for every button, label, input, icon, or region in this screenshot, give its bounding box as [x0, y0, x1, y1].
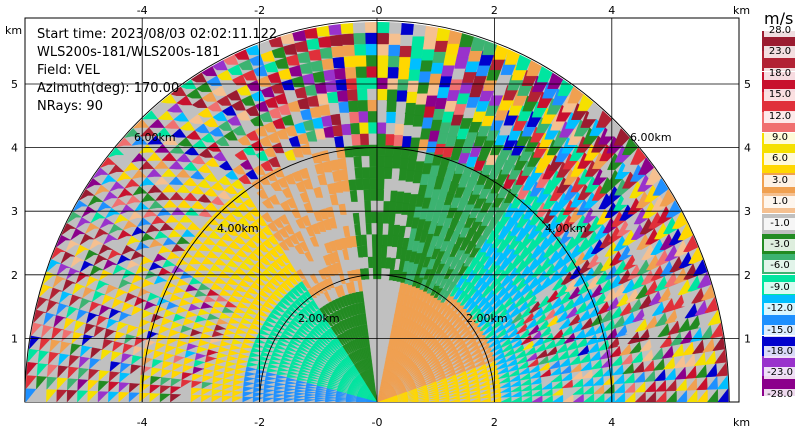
range-ring-label: 4.00km: [545, 222, 587, 235]
colorbar-label: 18.0: [764, 67, 796, 80]
grid-lines: [25, 18, 739, 402]
colorbar-label: 1.0: [764, 196, 796, 209]
axis-ticks: -4 -4 -2 -2 -0 -0 2 2 4 4 1 1 2 2 3 3 4 4 5 5 km km km: [5, 4, 751, 429]
colorbar-label: 15.0: [764, 89, 796, 102]
colorbar-label: 9.0: [764, 132, 796, 144]
x-tick-label: -2: [254, 4, 265, 17]
instrument-name: WLS200s-181/WLS200s-181: [37, 45, 221, 60]
x-tick-label: -0: [372, 4, 383, 17]
azimuth: Azimuth(deg): 170.00: [37, 81, 180, 96]
colorbar-label: -23.0: [764, 367, 796, 380]
x-tick-label: -4: [137, 416, 148, 429]
nrays: NRays: 90: [37, 99, 103, 114]
colorbar-label: -15.0: [764, 324, 796, 337]
y-tick-label: 3: [11, 205, 18, 218]
y-tick-label: 5: [744, 78, 751, 91]
colorbar-label: -28.0: [764, 388, 796, 401]
y-tick-label: 5: [11, 78, 18, 91]
y-tick-label: 1: [11, 332, 18, 345]
colorbar-label: -12.0: [764, 303, 796, 316]
colorbar-label: 28.0: [764, 25, 796, 37]
y-tick-label: 2: [744, 269, 751, 282]
colorbar-label: -1.0: [764, 217, 796, 230]
range-ring-label: 2.00km: [298, 312, 340, 325]
axis-unit-label: km: [733, 416, 750, 429]
range-ring-label: 2.00km: [466, 312, 508, 325]
colorbar-label: 23.0: [764, 46, 796, 59]
range-rings: 2.00km 2.00km 4.00km 4.00km 6.00km 6.00km: [24, 19, 730, 403]
x-tick-label: -0: [372, 416, 383, 429]
x-tick-label: 4: [608, 416, 615, 429]
x-tick-label: -4: [137, 4, 148, 17]
colorbar-label: -3.0: [764, 239, 796, 251]
y-tick-label: 2: [11, 269, 18, 282]
range-ring-label: 6.00km: [630, 131, 672, 144]
colorbar-label: 6.0: [764, 153, 796, 166]
start-time: Start time: 2023/08/03 02:02:11.122: [37, 27, 278, 42]
axis-unit-label: km: [733, 4, 750, 17]
colorbar-label: 12.0: [764, 110, 796, 123]
colorbar-label: -18.0: [764, 346, 796, 358]
axis-unit-label: km: [5, 24, 22, 37]
y-tick-label: 4: [11, 142, 18, 155]
colorbar-label: -9.0: [764, 281, 796, 294]
scan-info: Start time: 2023/08/03 02:02:11.122 WLS2…: [37, 26, 277, 116]
y-tick-label: 1: [744, 332, 751, 345]
colorbar-label: 3.0: [764, 174, 796, 187]
y-tick-label: 3: [744, 205, 751, 218]
colorbar-unit: m/s: [764, 9, 794, 28]
range-ring-label: 6.00km: [134, 131, 176, 144]
x-tick-label: 2: [491, 4, 498, 17]
x-tick-label: 4: [608, 4, 615, 17]
x-tick-label: 2: [491, 416, 498, 429]
range-ring-label: 4.00km: [217, 222, 259, 235]
x-tick-label: -2: [254, 416, 265, 429]
field-name: Field: VEL: [37, 63, 100, 78]
y-tick-label: 4: [744, 142, 751, 155]
colorbar-label: -6.0: [764, 260, 796, 273]
